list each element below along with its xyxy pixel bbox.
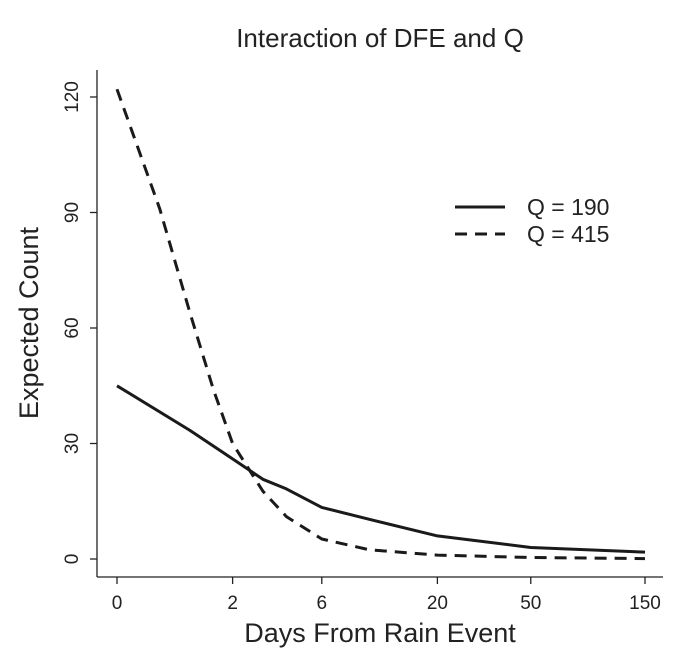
y-tick-label: 60: [62, 317, 83, 338]
x-axis-title: Days From Rain Event: [244, 618, 516, 648]
y-tick-label: 120: [62, 81, 83, 113]
x-tick-label: 2: [227, 593, 238, 614]
plot-area: 0 30 60 90 120 0 2 6 20 50 150: [62, 70, 663, 614]
y-tick-label: 0: [62, 554, 83, 565]
series-line-1: [116, 384, 646, 554]
x-tick-label: 6: [316, 593, 327, 614]
y-tick-label: 30: [62, 433, 83, 454]
x-tick-label: 20: [427, 593, 448, 614]
series-lines: [115, 88, 646, 561]
series-line-2: [115, 88, 646, 561]
y-axis-title: Expected Count: [14, 226, 44, 419]
x-tick-label: 0: [112, 593, 123, 614]
x-tick-label: 50: [520, 593, 541, 614]
x-tick-label: 150: [629, 593, 661, 614]
chart-title: Interaction of DFE and Q: [236, 23, 524, 53]
x-axis-ticks: 0 2 6 20 50 150: [112, 577, 661, 614]
legend-label: Q = 415: [527, 221, 609, 247]
legend-label: Q = 190: [527, 194, 609, 220]
y-tick-label: 90: [62, 202, 83, 223]
y-axis-ticks: 0 30 60 90 120: [62, 81, 97, 564]
